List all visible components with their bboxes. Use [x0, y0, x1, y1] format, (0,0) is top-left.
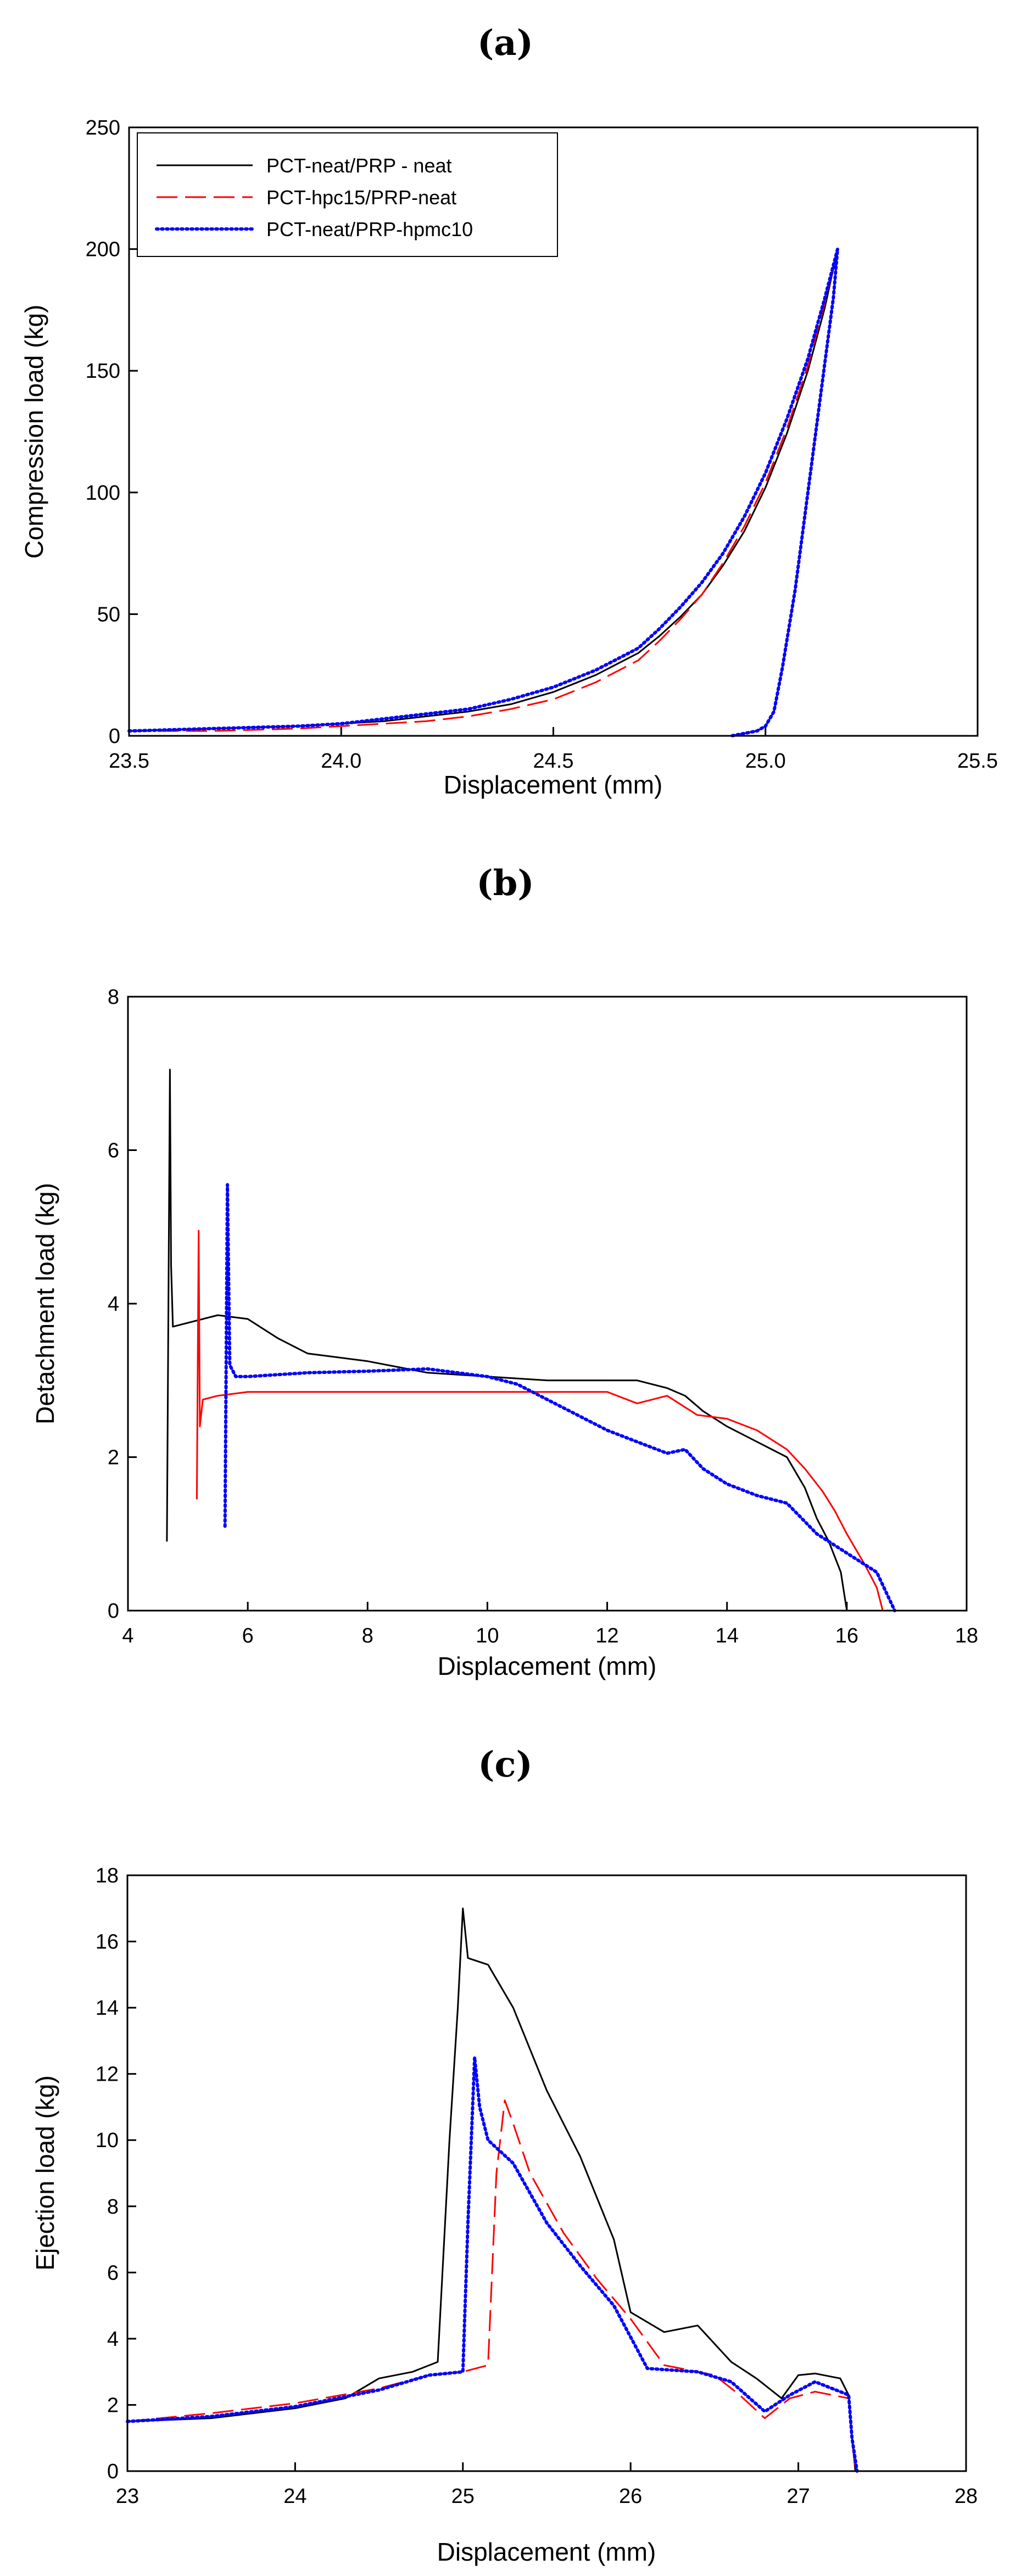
series-line-hpmc10-a — [127, 247, 840, 737]
y-tick-label-c: 18 — [96, 1864, 119, 1887]
chart-panel-b: (b) 4 6 8 10 12 14 16 18 0 2 4 6 8 Displacement (mm)… — [31, 863, 978, 1680]
x-tick-label-c: 28 — [955, 2485, 978, 2508]
y-tick-label-c: 0 — [107, 2460, 119, 2483]
y-tick-label-c: 16 — [96, 1931, 119, 1954]
y-tick-label-a: 100 — [86, 482, 120, 505]
x-tick-label-b: 8 — [362, 1624, 373, 1647]
x-tick-label-a: 24.0 — [321, 750, 361, 773]
x-axis-title-c: Displacement (mm) — [437, 2538, 656, 2566]
plot-frame-b — [127, 996, 968, 1612]
y-tick-label-a: 200 — [86, 238, 120, 261]
x-tick-label-b: 18 — [955, 1624, 978, 1647]
y-tick-label-c: 2 — [107, 2394, 119, 2417]
x-tick-label-c: 23 — [116, 2485, 139, 2508]
y-tick-label-c: 6 — [107, 2261, 119, 2284]
legend-label-hpmc10: PCT-neat/PRP-hpmc10 — [266, 218, 473, 241]
x-tick-label-b: 10 — [476, 1624, 499, 1647]
x-tick-label-c: 27 — [786, 2485, 810, 2508]
x-tick-label-c: 24 — [283, 2485, 306, 2508]
x-tick-label-b: 6 — [242, 1624, 254, 1647]
x-tick-label-a: 24.5 — [533, 750, 574, 773]
y-tick-label-a: 250 — [86, 116, 120, 139]
y-tick-label-c: 10 — [96, 2129, 119, 2152]
x-tick-label-b: 4 — [122, 1624, 133, 1647]
y-tick-label-c: 4 — [107, 2328, 119, 2351]
panel-label-b: (b) — [476, 863, 534, 904]
plot-frame-c — [126, 1874, 967, 2472]
y-tick-label-b: 2 — [108, 1446, 119, 1469]
panel-label-a: (a) — [477, 23, 533, 64]
y-tick-label-b: 8 — [108, 986, 119, 1009]
series-line-hpmc10-c — [126, 2055, 859, 2473]
plot-area-a: 23.5 24.0 24.5 25.0 25.5 0 50 100 150 200 250 — [86, 116, 998, 773]
panel-label-c: (c) — [478, 1744, 533, 1785]
y-tick-label-a: 150 — [86, 360, 120, 383]
x-tick-label-a: 23.5 — [109, 750, 149, 773]
x-tick-label-a: 25.0 — [745, 750, 786, 773]
y-tick-label-b: 0 — [108, 1600, 119, 1623]
legend-label-neat: PCT-neat/PRP - neat — [266, 154, 452, 177]
y-tick-label-b: 6 — [108, 1139, 119, 1163]
y-axis-title-b: Detachment load (kg) — [31, 1183, 59, 1424]
y-axis-title-c: Ejection load (kg) — [31, 2075, 59, 2270]
legend-a: PCT-neat/PRP - neat PCT-hpc15/PRP-neat P… — [137, 132, 558, 257]
legend-label-hpc15: PCT-hpc15/PRP-neat — [266, 186, 456, 209]
x-axis-title-b: Displacement (mm) — [438, 1652, 657, 1680]
y-tick-label-a: 50 — [97, 603, 120, 626]
legend-box — [137, 132, 558, 257]
series-line-neat-c — [127, 1907, 856, 2472]
series-line-hpc15-b — [196, 1230, 884, 1611]
x-tick-label-b: 12 — [595, 1624, 618, 1647]
y-tick-label-b: 4 — [108, 1293, 119, 1316]
plot-area-b: 4 6 8 10 12 14 16 18 0 2 4 6 8 — [108, 986, 978, 1647]
y-tick-label-a: 0 — [109, 725, 120, 748]
plot-frame-a — [128, 126, 979, 737]
x-tick-label-a: 25.5 — [957, 750, 998, 773]
x-axis-title-a: Displacement (mm) — [444, 770, 663, 799]
x-tick-label-c: 26 — [619, 2485, 642, 2508]
x-tick-label-c: 25 — [451, 2485, 475, 2508]
x-tick-label-b: 14 — [716, 1624, 739, 1647]
chart-panel-a: (a) 23.5 24.0 24.5 25.0 25.5050100150200250 … — [20, 23, 998, 799]
y-tick-label-c: 14 — [96, 1997, 119, 2020]
y-tick-label-c: 12 — [96, 2063, 119, 2086]
y-tick-label-c: 8 — [107, 2195, 119, 2219]
y-axis-title-a: Compression load (kg) — [20, 305, 48, 559]
series-line-hpmc10-b — [223, 1183, 897, 1612]
x-tick-label-b: 16 — [835, 1624, 858, 1647]
